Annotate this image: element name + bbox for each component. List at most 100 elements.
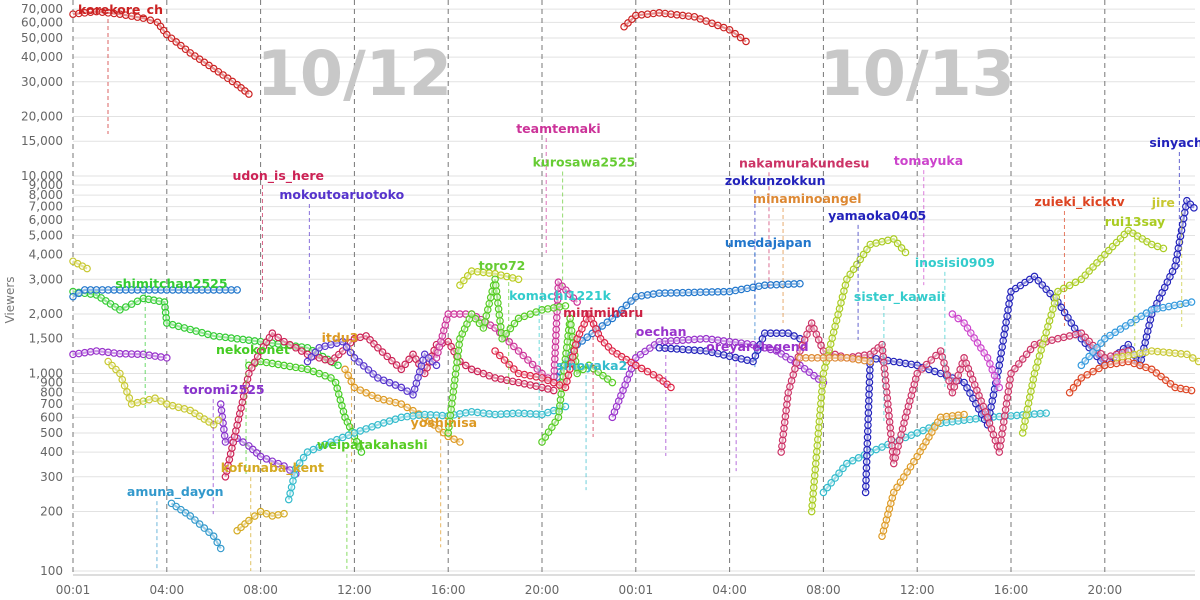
series-sister_kawaii [819,409,1050,497]
data-point [960,410,968,419]
data-point [120,381,129,390]
data-point [297,347,306,355]
data-point [392,361,401,369]
data-point [1002,399,1011,408]
stream-label: kurosawa2525 [533,155,636,170]
data-point [1023,405,1032,413]
stream-label: mokoutoaruotoko [279,187,404,202]
data-point [865,384,874,393]
stream-label: weipatakahashi [317,437,428,452]
data-point [561,383,570,392]
data-point [835,469,843,477]
data-point [1027,387,1035,396]
series-umedajapan [549,279,804,387]
series-udon_is_here [221,329,558,481]
data-point [784,329,793,337]
stream-label: korekore_ch [78,2,163,18]
y-tick-label: 3,000 [29,272,63,286]
data-point [988,397,997,405]
data-point [999,418,1008,426]
data-point [205,528,213,536]
stream-label: jire [1151,195,1175,210]
data-point [796,279,804,288]
data-point [579,365,587,374]
data-point [359,362,368,370]
data-point [220,425,228,434]
data-point [864,402,873,411]
data-point [291,343,300,352]
y-tick-label: 1,500 [29,332,63,346]
data-point [910,457,918,466]
data-point [1021,417,1029,425]
data-point [245,90,253,98]
data-point [865,378,874,387]
data-point [220,431,229,440]
data-point [116,369,124,378]
series-blue-day1 [69,286,241,301]
y-tick-label: 15,000 [21,134,63,148]
data-point [125,394,134,402]
data-point [327,374,335,382]
data-point [69,292,77,301]
stream-label: kofunaba_kent [221,460,324,476]
data-point [1026,345,1035,354]
data-point [209,532,218,541]
y-tick-label: 6,000 [29,213,63,227]
stream-label: sinoyaka2 [556,358,627,373]
data-point [1178,220,1187,229]
data-point [998,343,1007,351]
data-point [1025,393,1034,402]
data-point [1059,284,1068,293]
data-point [863,439,872,448]
data-point [862,482,870,491]
data-point [998,430,1006,438]
date-watermark: 10/12 [257,37,452,110]
data-point [284,495,293,504]
data-point [1003,312,1011,320]
data-point [383,352,392,361]
data-point [997,349,1006,357]
series-weipatakahashi [284,402,570,504]
data-point [213,538,222,547]
data-point [289,477,297,485]
series-minimiharu [491,310,675,392]
stream-label: nakamurakundesu [739,155,869,170]
stream-label: rui13say [1105,214,1165,229]
data-point [216,400,225,408]
data-point [1022,350,1031,359]
data-point [491,347,499,355]
data-point [430,421,438,429]
data-point [918,365,926,373]
stream-label: zokkunzokkun [725,173,826,188]
data-point [573,298,581,306]
data-point [598,322,607,330]
data-point [364,366,373,374]
data-point [613,310,621,318]
data-point [996,442,1004,450]
data-point [1069,383,1078,392]
y-tick-label: 40,000 [21,50,63,64]
data-point [500,356,509,364]
data-point [435,424,443,433]
data-point [631,361,640,370]
data-point [1077,374,1086,382]
data-point [121,303,130,311]
y-tick-label: 500 [40,426,63,440]
data-point [510,365,518,373]
data-point [286,340,294,349]
data-point [519,351,528,360]
data-point [1005,300,1013,308]
data-point [863,445,871,454]
data-point [1194,357,1200,366]
data-point [397,400,406,408]
y-tick-label: 300 [40,470,63,484]
stream-label: yoshinisa [411,415,477,430]
data-point [1065,281,1074,290]
data-point [403,403,411,412]
data-point [1083,370,1092,379]
data-point [460,276,468,285]
data-point [987,403,995,411]
data-point [274,333,282,342]
data-point [75,289,83,298]
